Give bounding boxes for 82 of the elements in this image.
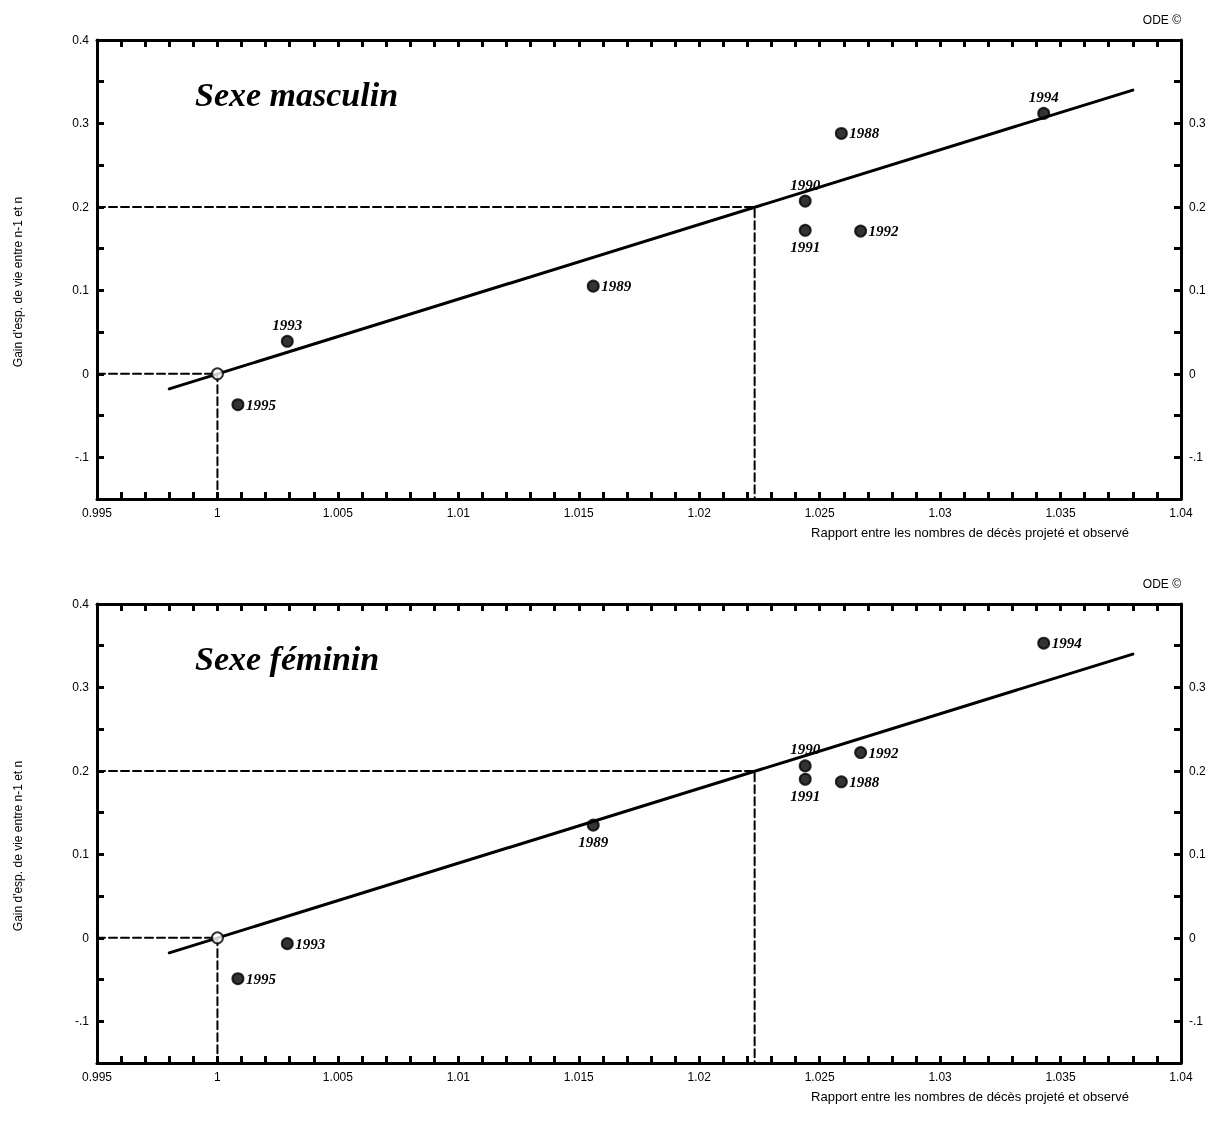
point (210, 931, 224, 945)
y-tick-label: 0.1 (72, 847, 90, 862)
y-tick-label: 0.2 (72, 763, 90, 778)
x-tick-label: 1.04 (1169, 1070, 1193, 1084)
x-tick-label: 1.01 (446, 506, 471, 520)
point (798, 194, 812, 208)
y2-tick-label: -.1 (1189, 450, 1204, 465)
point (586, 818, 600, 832)
x-tick-label: 1.015 (563, 506, 595, 520)
y2-tick-label: 0.2 (1189, 199, 1207, 214)
x-tick-label: 1.03 (928, 506, 953, 520)
y2-tick-label: 0 (1189, 930, 1196, 945)
y-tick-label: 0.3 (72, 116, 90, 131)
y-tick-label: 0.2 (72, 199, 90, 214)
annotation: 1995 (245, 970, 277, 987)
annotation: 1992 (868, 744, 900, 761)
annotation: 1993 (295, 935, 326, 952)
x-tick-label: 1.005 (322, 506, 354, 520)
annotation: 1994 (1051, 635, 1083, 652)
x-tick-label: 1.005 (322, 1070, 354, 1084)
x-tick-label: 0.995 (81, 506, 113, 520)
annotation: 1989 (578, 833, 609, 850)
annotation: 1988 (849, 773, 880, 790)
y-tick-label: -.1 (74, 450, 90, 465)
annotation: 1989 (601, 278, 632, 295)
x-tick-label: 1.02 (687, 506, 712, 520)
x-tick-label: 1 (214, 1070, 222, 1084)
y-tick-label: 0 (82, 930, 90, 945)
annotation: 1988 (849, 125, 880, 142)
x-axis-title: Rapport entre les nombres de décès projeté et observé (811, 525, 1130, 540)
point (854, 746, 868, 760)
y2-tick-label: 0 (1189, 366, 1196, 381)
x-tick-label: 0.995 (81, 1070, 113, 1084)
point (798, 223, 812, 237)
y-axis-title: Gain d'esp. de vie entre n-1 et n (11, 196, 25, 368)
annotation: 1994 (1028, 88, 1060, 105)
x-tick-label: 1.02 (687, 1070, 712, 1084)
point (834, 775, 848, 789)
point (231, 398, 245, 412)
text: Sexe masculin (195, 75, 399, 113)
annotation: 1995 (245, 396, 277, 413)
x-tick-label: 1.025 (804, 506, 836, 520)
point (798, 759, 812, 773)
x-tick-label: 1.04 (1169, 506, 1193, 520)
annotation: 1991 (790, 238, 821, 255)
annotation: 1991 (790, 787, 821, 804)
y-tick-label: 0.4 (72, 597, 90, 611)
y-tick-label: 0.4 (72, 33, 90, 47)
point (586, 279, 600, 293)
point (854, 224, 868, 238)
point (798, 772, 812, 786)
x-tick-label: 1.035 (1045, 1070, 1076, 1084)
point (231, 972, 245, 986)
point (280, 937, 294, 951)
text: Sexe féminin (195, 639, 380, 677)
x-tick-label: 1.025 (804, 1070, 836, 1084)
x-tick-label: 1.015 (563, 1070, 595, 1084)
y-tick-label: -.1 (74, 1014, 90, 1029)
x-tick-label: 1 (214, 506, 222, 520)
y2-tick-label: 0.1 (1189, 283, 1207, 298)
point (1037, 636, 1051, 650)
y2-tick-label: 0.3 (1189, 116, 1207, 131)
point (834, 126, 848, 140)
point (280, 334, 294, 348)
y-axis-title: Gain d'esp. de vie entre n-1 et n (11, 760, 25, 932)
y2-tick-label: 0.1 (1189, 847, 1207, 862)
point (1037, 106, 1051, 120)
text: ODE © (1142, 13, 1182, 27)
x-axis-title: Rapport entre les nombres de décès projeté et observé (811, 1089, 1130, 1104)
x-tick-label: 1.01 (446, 1070, 471, 1084)
annotation: 1993 (272, 316, 303, 333)
y2-tick-label: 0.3 (1189, 680, 1207, 695)
y2-tick-label: -.1 (1189, 1014, 1204, 1029)
y-tick-label: 0.3 (72, 680, 90, 695)
y-tick-label: 0.1 (72, 283, 90, 298)
y-tick-label: 0 (82, 366, 90, 381)
annotation: 1992 (868, 223, 900, 240)
y2-tick-label: 0.2 (1189, 763, 1207, 778)
x-tick-label: 1.03 (928, 1070, 953, 1084)
text: ODE © (1142, 577, 1182, 591)
point (210, 367, 224, 381)
x-tick-label: 1.035 (1045, 506, 1076, 520)
